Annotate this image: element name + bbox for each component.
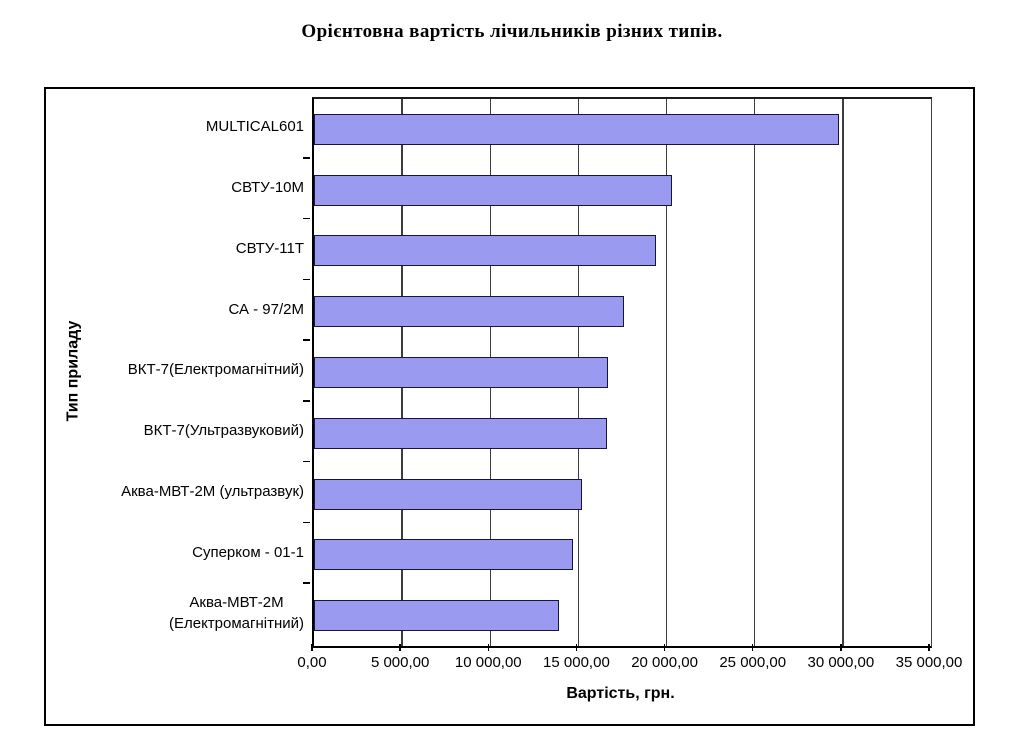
bar-6: [314, 478, 582, 510]
category-label-row: Суперком - 01-1: [52, 522, 304, 583]
y-tick-mark: [303, 339, 310, 341]
y-tick-mark: [303, 157, 310, 159]
category-label: СВТУ-10М: [231, 179, 304, 197]
bar-5: [314, 417, 607, 449]
x-tick-label: 10 000,00: [454, 654, 522, 671]
category-label-row: Аква-МВТ-2М (ультразвук): [52, 462, 304, 523]
x-axis-title: Вартість, грн.: [566, 685, 675, 702]
category-label: СА - 97/2М: [228, 300, 304, 318]
category-label-row: СВТУ-11Т: [52, 219, 304, 280]
category-label: Аква-МВТ-2М (Електромагнітний): [168, 594, 304, 632]
y-tick-mark: [303, 521, 310, 524]
x-tick-mark: [575, 644, 578, 651]
x-tick-mark: [487, 644, 490, 651]
category-label: Суперком - 01-1: [192, 543, 304, 561]
bar-7: [314, 539, 574, 571]
category-label-row: ВКТ-7(Електромагнітний): [52, 340, 304, 401]
x-tick-mark: [840, 644, 842, 651]
category-label-row: СВТУ-10М: [52, 158, 304, 219]
bar-1: [314, 174, 672, 206]
chart-title: Орієнтовна вартість лічильників різних т…: [301, 21, 723, 42]
x-tick-mark: [399, 644, 401, 651]
category-label-row: ВКТ-7(Ультразвуковий): [52, 401, 304, 462]
bar-2: [314, 235, 656, 267]
bar-0: [314, 113, 840, 145]
x-tick-label: 15 000,00: [543, 654, 610, 671]
y-tick-mark: [303, 582, 310, 584]
category-label: Аква-МВТ-2М (ультразвук): [121, 482, 304, 500]
category-label: ВКТ-7(Електромагнітний): [127, 361, 304, 379]
category-label-row: СА - 97/2М: [52, 279, 304, 340]
y-tick-mark: [303, 400, 310, 402]
plot-area: [312, 97, 932, 648]
category-label: MULTICAL601: [205, 118, 304, 136]
category-label: ВКТ-7(Ультразвуковий): [143, 422, 304, 440]
y-tick-mark: [303, 278, 310, 281]
x-tick-label: 0,00: [297, 654, 327, 671]
x-tick-mark: [751, 644, 754, 651]
x-tick-label: 5 000,00: [370, 654, 430, 671]
gridline: [665, 99, 668, 646]
x-tick-mark: [663, 644, 666, 651]
y-tick-mark: [303, 460, 310, 463]
x-tick-label: 25 000,00: [719, 654, 787, 671]
gridline: [842, 99, 844, 646]
y-tick-mark: [303, 217, 310, 220]
x-tick-label: 20 000,00: [631, 654, 698, 671]
x-tick-label: 30 000,00: [807, 654, 875, 671]
bar-8: [314, 600, 560, 632]
category-label-row: Аква-МВТ-2М (Електромагнітний): [52, 583, 304, 644]
category-labels: MULTICAL601 СВТУ-10М СВТУ-11Т СА - 97/2М ВКТ…: [52, 97, 304, 644]
x-tick-mark: [311, 644, 313, 651]
x-tick-mark: [928, 644, 930, 651]
x-tick-label: 35 000,00: [895, 654, 963, 671]
gridline: [753, 99, 756, 646]
bar-4: [314, 357, 609, 388]
chart-frame: Тип приладу MULTICAL601 СВТУ-10М СВТУ-11Т С…: [44, 87, 975, 726]
category-label: СВТУ-11Т: [235, 239, 304, 257]
bar-3: [314, 296, 625, 328]
category-label-row: MULTICAL601: [52, 97, 304, 158]
